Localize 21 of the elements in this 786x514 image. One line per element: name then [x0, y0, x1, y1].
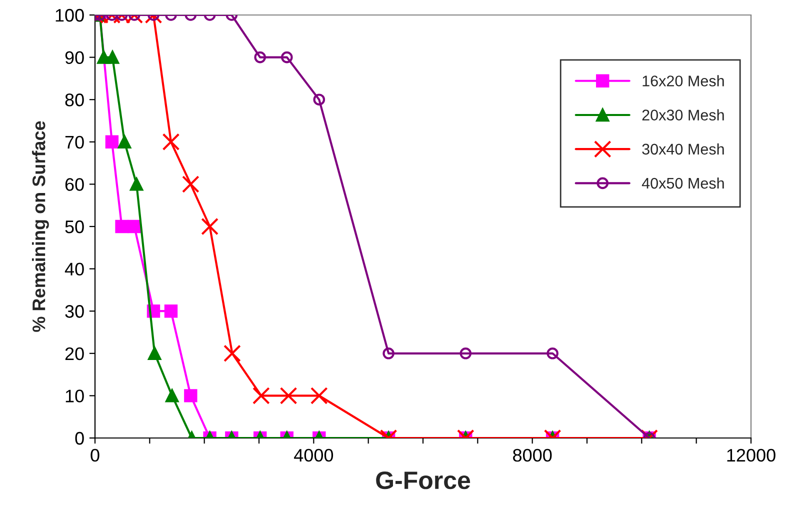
y-axis-title: % Remaining on Surface: [32, 121, 49, 332]
y-tick-label: 30: [65, 305, 84, 318]
y-tick-label: 10: [66, 390, 84, 402]
y-tick-label: 50: [65, 220, 84, 234]
x-axis-title: G-Force: [376, 471, 470, 490]
x-tick-label: 12000: [727, 448, 776, 462]
x-tick-label: 0: [90, 448, 100, 462]
legend-label: 16x20 Mesh: [642, 75, 724, 86]
y-tick-label: 0: [75, 432, 84, 445]
y-tick-label: 20: [65, 347, 84, 360]
legend-label: 30x40 Mesh: [642, 143, 724, 155]
y-tick-label: 70: [65, 136, 84, 149]
y-tick-label: 90: [65, 51, 84, 64]
x-tick-label: 8000: [513, 448, 552, 462]
legend-label: 20x30 Mesh: [642, 109, 724, 120]
y-tick-label: 60: [65, 178, 84, 191]
y-tick-label: 100: [56, 8, 84, 22]
y-tick-label: 40: [64, 262, 84, 276]
legend-label: 40x50 Mesh: [642, 177, 724, 189]
x-tick-label: 4000: [294, 448, 334, 462]
y-tick-label: 80: [65, 94, 84, 106]
